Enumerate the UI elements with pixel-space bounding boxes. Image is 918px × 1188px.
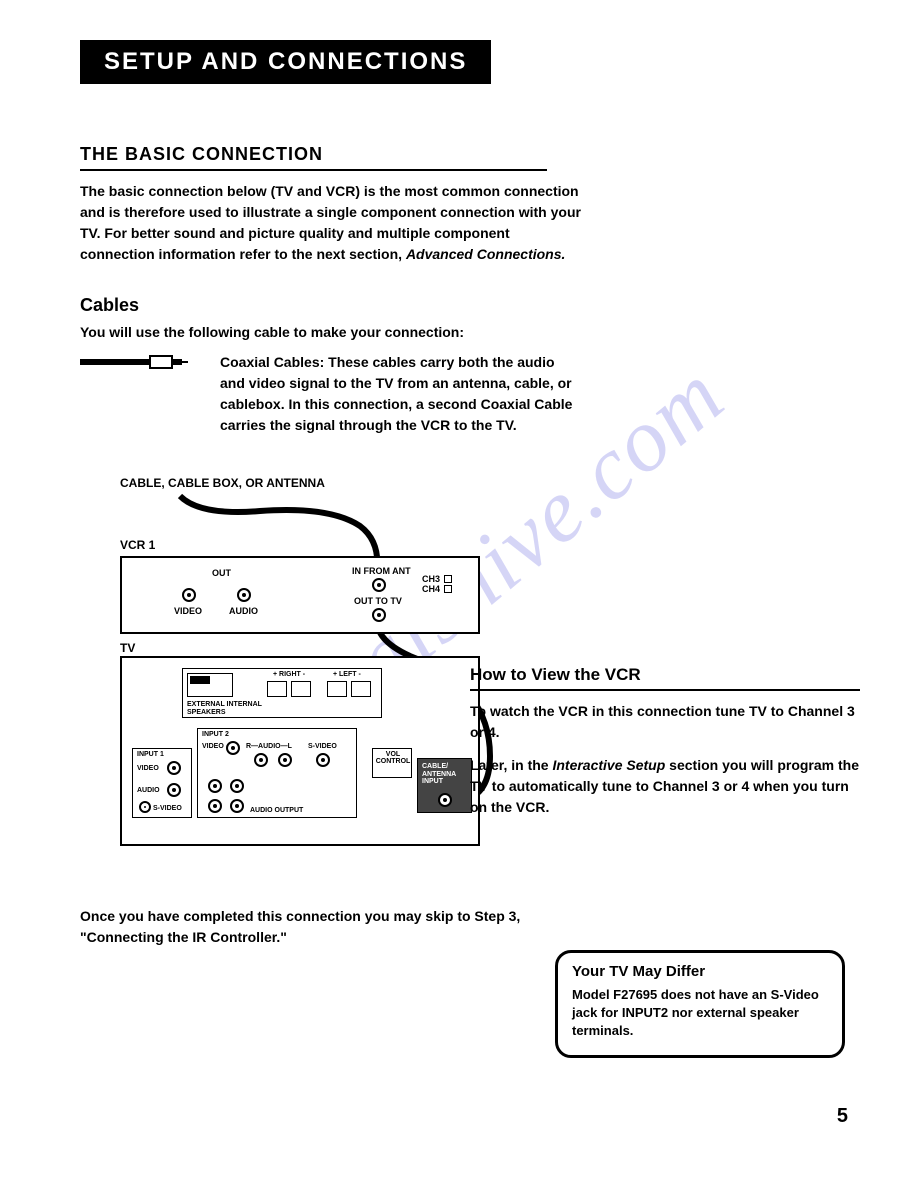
tv-term-l2 (351, 681, 371, 697)
vcr-inant-label: IN FROM ANT (352, 566, 411, 576)
tv-input2-label: INPUT 2 (202, 731, 229, 738)
differ-body: Model F27695 does not have an S-Video ja… (572, 986, 828, 1041)
coax-description: Coaxial Cables: These cables carry both … (220, 352, 580, 436)
tv-box: EXTERNAL INTERNAL SPEAKERS + RIGHT - + L… (120, 656, 480, 846)
tv-term-r2 (291, 681, 311, 697)
tv-in2-svideo: S-VIDEO (308, 743, 337, 750)
tv-in2-video: VIDEO (202, 743, 224, 750)
tv-in2-audio-l-jack (278, 753, 292, 767)
vcr-box: OUT VIDEO AUDIO IN FROM ANT OUT TO TV CH… (120, 556, 480, 634)
vcr-inant-jack (372, 578, 386, 592)
tv-in1-svideo-jack (139, 801, 151, 813)
vcr-ch3: CH3 (422, 574, 440, 584)
page-number: 5 (837, 1105, 848, 1128)
tv-in2-video-jack (226, 741, 240, 755)
tv-in2-audio-r-jack (254, 753, 268, 767)
coax-cable-icon (80, 352, 190, 372)
vcr-video-jack (182, 588, 196, 602)
coax-cable-row: Coaxial Cables: These cables carry both … (80, 352, 858, 436)
intro-paragraph: The basic connection below (TV and VCR) … (80, 181, 586, 265)
tv-input1-label: INPUT 1 (137, 751, 164, 758)
howto-p2: Later, in the Interactive Setup section … (470, 755, 860, 818)
howto-p2-ital: Interactive Setup (552, 757, 665, 773)
tv-term-l1 (327, 681, 347, 697)
tv-may-differ-box: Your TV May Differ Model F27695 does not… (555, 950, 845, 1058)
vcr-out-label: OUT (212, 568, 231, 578)
vcr-ch3-box (444, 575, 452, 583)
vcr-outtv-jack (372, 608, 386, 622)
tv-input2-panel: INPUT 2 VIDEO R—AUDIO—L S-VIDEO AUDIO OU… (197, 728, 357, 818)
cables-lead: You will use the following cable to make… (80, 324, 858, 340)
tv-in2-svideo-jack (316, 753, 330, 767)
vcr-video-label: VIDEO (174, 606, 202, 616)
vcr-label: VCR 1 (120, 538, 155, 552)
vcr-audio-jack (237, 588, 251, 602)
howto-title: How to View the VCR (470, 665, 860, 691)
vcr-outtv-label: OUT TO TV (354, 596, 402, 606)
tv-vol-label: VOL CONTROL (375, 751, 411, 765)
tv-right-label: + RIGHT - (273, 671, 305, 678)
tv-in2-jack-bl4 (230, 799, 244, 813)
tv-in1-video: VIDEO (137, 765, 159, 772)
section-title: THE BASIC CONNECTION (80, 144, 547, 171)
tv-speakers-label: SPEAKERS (187, 709, 226, 716)
tv-speaker-panel: EXTERNAL INTERNAL SPEAKERS + RIGHT - + L… (182, 668, 382, 718)
intro-italic: Advanced Connections. (406, 246, 565, 262)
how-to-view-vcr: How to View the VCR To watch the VCR in … (470, 665, 860, 830)
page-banner: SETUP AND CONNECTIONS (80, 40, 491, 84)
vcr-ch4-box (444, 585, 452, 593)
tv-in2-jack-bl1 (208, 779, 222, 793)
once-complete: Once you have completed this connection … (80, 906, 547, 948)
tv-ant-jack (438, 793, 452, 807)
vcr-ch4: CH4 (422, 584, 440, 594)
tv-spk-switch (187, 673, 233, 697)
tv-in2-audio: R—AUDIO—L (246, 743, 292, 750)
tv-antenna-panel: CABLE/ ANTENNA INPUT (417, 758, 472, 813)
tv-vol-panel: VOL CONTROL (372, 748, 412, 778)
howto-p2a: Later, in the (470, 757, 552, 773)
tv-term-r1 (267, 681, 287, 697)
tv-in1-video-jack (167, 761, 181, 775)
tv-label: TV (120, 641, 135, 655)
tv-in1-audio: AUDIO (137, 787, 160, 794)
tv-ant-label: CABLE/ ANTENNA INPUT (422, 763, 468, 786)
vcr-audio-label: AUDIO (229, 606, 258, 616)
tv-input1-panel: INPUT 1 VIDEO AUDIO S-VIDEO (132, 748, 192, 818)
tv-ext-int: EXTERNAL INTERNAL (187, 701, 262, 708)
differ-title: Your TV May Differ (572, 963, 828, 980)
tv-in2-jack-bl3 (208, 799, 222, 813)
coax-bold: Coaxial Cables: (220, 354, 324, 370)
howto-p1: To watch the VCR in this connection tune… (470, 701, 860, 743)
tv-in2-jack-bl2 (230, 779, 244, 793)
tv-audio-out: AUDIO OUTPUT (250, 807, 303, 814)
tv-in1-audio-jack (167, 783, 181, 797)
tv-left-label: + LEFT - (333, 671, 361, 678)
tv-in1-svideo: S-VIDEO (153, 805, 182, 812)
cables-heading: Cables (80, 295, 858, 316)
